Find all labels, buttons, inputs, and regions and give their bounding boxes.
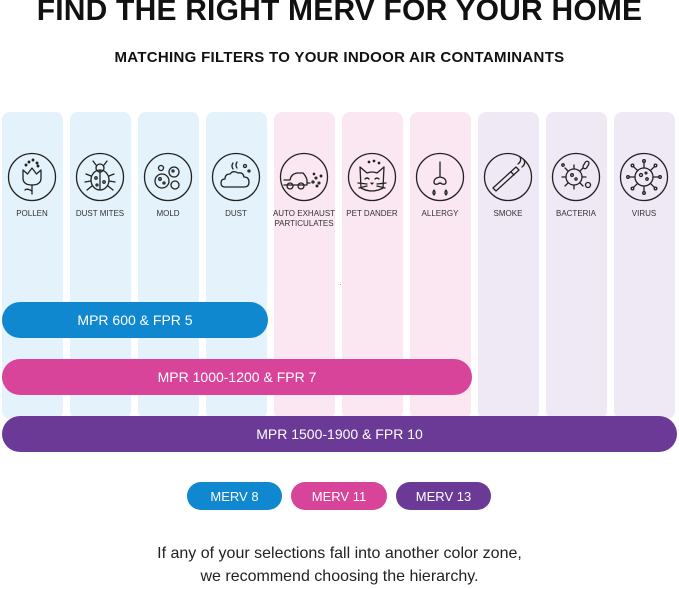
label-virus: VIRUS <box>631 209 657 218</box>
footer-note-line-1: If any of your selections fall into anot… <box>157 545 522 562</box>
dust-mite-icon <box>75 152 125 202</box>
label-pet-dander: PET DANDER <box>346 209 398 218</box>
dust-cloud-icon <box>211 152 261 202</box>
footer-note-line-2: we recommend choosing the hierarchy. <box>200 568 479 585</box>
legend-merv-8: MERV 8 <box>187 482 282 510</box>
flower-icon <box>7 152 57 202</box>
label-pollen: POLLEN <box>16 209 48 218</box>
bar-merv-11: MPR 1000-1200 & FPR 7 <box>2 359 472 395</box>
label-dust-mites: DUST MITES <box>75 209 125 218</box>
column-smoke <box>478 112 539 419</box>
label-mold: MOLD <box>156 209 180 218</box>
label-allergy: ALLERGY <box>421 209 459 218</box>
column-bacteria <box>546 112 607 419</box>
page-subtitle: MATCHING FILTERS TO YOUR INDOOR AIR CONT… <box>114 49 565 66</box>
cigarette-icon <box>483 152 533 202</box>
stray-dot <box>340 284 341 285</box>
label-dust: DUST <box>225 209 247 218</box>
nose-icon <box>415 152 465 202</box>
mold-icon <box>143 152 193 202</box>
legend-merv-11: MERV 11 <box>291 482 387 510</box>
bar-merv-8: MPR 600 & FPR 5 <box>2 302 268 338</box>
bacteria-icon <box>551 152 601 202</box>
virus-icon <box>619 152 669 202</box>
label-bacteria: BACTERIA <box>555 209 596 218</box>
bar-merv-13: MPR 1500-1900 & FPR 10 <box>2 416 677 452</box>
legend-merv-13: MERV 13 <box>396 482 491 510</box>
page-title: FIND THE RIGHT MERV FOR YOUR HOME <box>36 0 643 27</box>
car-exhaust-icon <box>279 152 329 202</box>
cat-icon <box>347 152 397 202</box>
label-auto-exhaust: AUTO EXHAUST PARTICULATES <box>272 209 336 228</box>
label-smoke: SMOKE <box>493 209 523 218</box>
